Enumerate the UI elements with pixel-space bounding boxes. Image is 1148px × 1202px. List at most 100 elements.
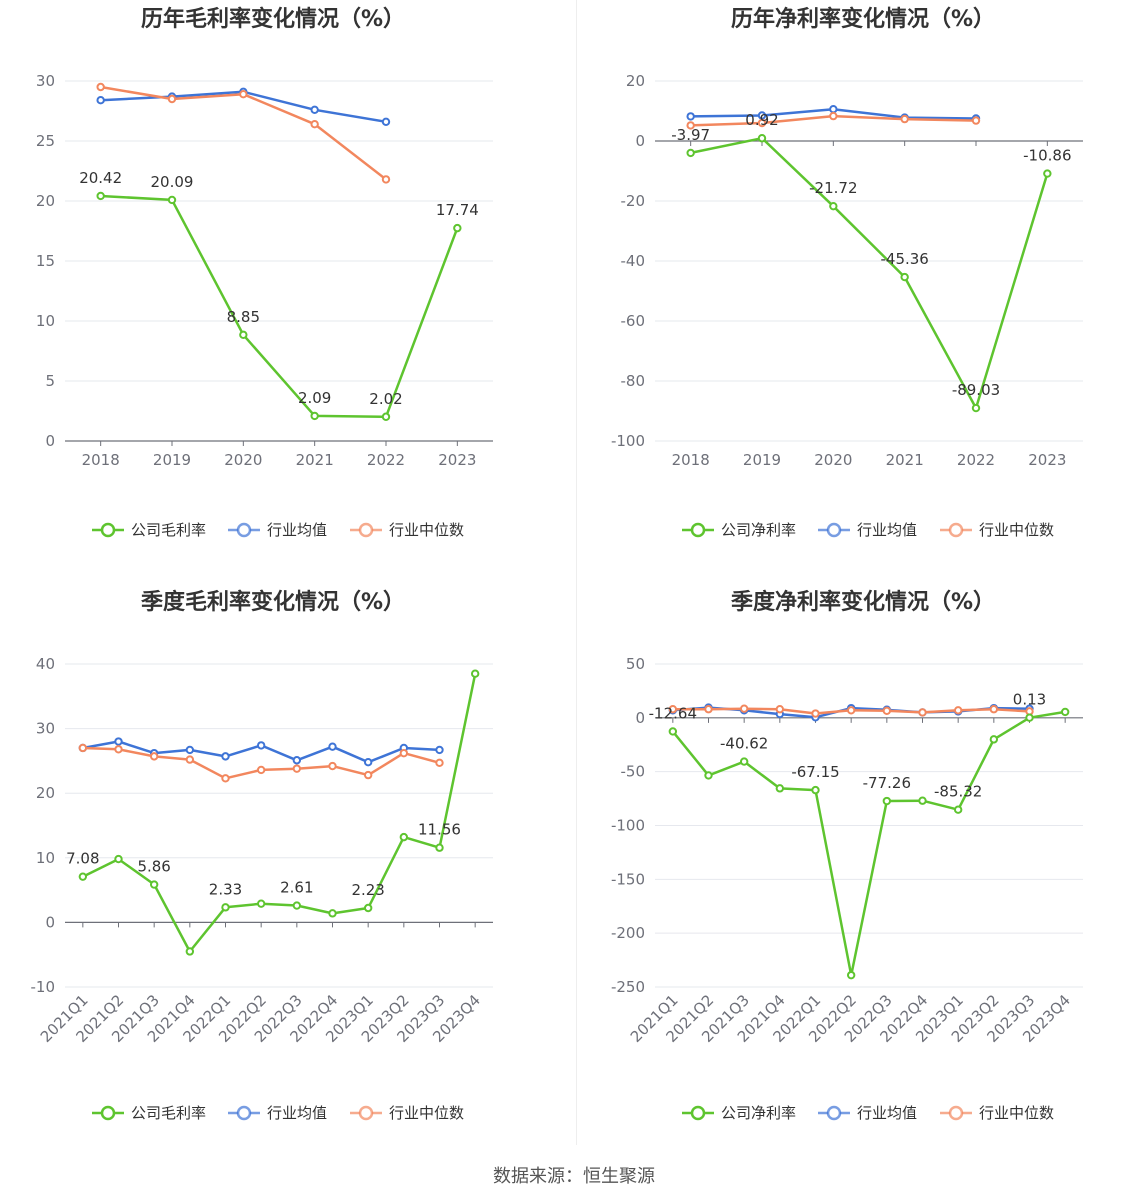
data-point-average[interactable]: [292, 756, 302, 765]
data-point-average[interactable]: [435, 745, 444, 755]
data-point-median[interactable]: [989, 705, 999, 714]
data-point-median[interactable]: [114, 745, 123, 754]
legend-item-average[interactable]: 行业均值: [228, 1104, 327, 1122]
data-point-median[interactable]: [239, 90, 248, 99]
data-point-median[interactable]: [739, 704, 749, 713]
y-tick-label: 0: [635, 132, 645, 150]
legend-item-median[interactable]: 行业中位数: [350, 1104, 464, 1122]
data-point-median[interactable]: [435, 758, 444, 768]
data-point-company[interactable]: [292, 901, 302, 910]
data-point-average[interactable]: [114, 737, 123, 746]
legend-item-average[interactable]: 行业均值: [818, 1104, 917, 1122]
data-point-median[interactable]: [918, 708, 927, 717]
legend-label: 行业中位数: [979, 521, 1054, 539]
data-point-median[interactable]: [846, 706, 856, 715]
x-tick-label: 2022: [367, 451, 405, 469]
data-point-median[interactable]: [953, 706, 963, 715]
data-point-median[interactable]: [882, 706, 892, 716]
data-point-median[interactable]: [310, 120, 319, 129]
data-point-company[interactable]: [775, 784, 785, 793]
data-point-company[interactable]: [221, 903, 230, 912]
data-point-average[interactable]: [328, 742, 337, 751]
data-point-company[interactable]: [739, 757, 749, 766]
data-point-average[interactable]: [757, 111, 767, 120]
data-point-median[interactable]: [900, 114, 909, 124]
data-point-company[interactable]: [829, 201, 838, 211]
data-point-median[interactable]: [399, 748, 409, 758]
data-label: 0.13: [1013, 691, 1046, 709]
data-point-company[interactable]: [1060, 707, 1070, 717]
data-point-median[interactable]: [292, 764, 302, 773]
data-point-company[interactable]: [328, 909, 337, 918]
data-point-average[interactable]: [96, 96, 105, 105]
data-point-median[interactable]: [96, 82, 105, 92]
legend-item-median[interactable]: 行业中位数: [940, 521, 1054, 539]
data-point-company[interactable]: [149, 880, 159, 889]
data-point-company[interactable]: [114, 854, 123, 864]
legend-marker: [100, 522, 116, 538]
data-point-company[interactable]: [167, 195, 177, 205]
data-point-median[interactable]: [185, 755, 195, 764]
data-point-average[interactable]: [185, 745, 195, 755]
data-point-median[interactable]: [221, 774, 230, 783]
data-point-company[interactable]: [971, 403, 981, 413]
data-point-company[interactable]: [918, 796, 927, 805]
data-point-company[interactable]: [470, 669, 480, 678]
legend-item-average[interactable]: 行业均值: [818, 521, 917, 539]
data-point-company[interactable]: [704, 771, 713, 780]
legend-label: 行业中位数: [389, 1104, 464, 1122]
data-point-company[interactable]: [989, 735, 999, 744]
legend-item-median[interactable]: 行业中位数: [350, 521, 464, 539]
data-point-median[interactable]: [704, 705, 713, 714]
data-point-company[interactable]: [846, 970, 856, 980]
data-point-average[interactable]: [381, 117, 391, 127]
data-point-company[interactable]: [78, 872, 88, 881]
data-point-median[interactable]: [811, 709, 820, 718]
data-point-company[interactable]: [686, 148, 695, 158]
data-point-median[interactable]: [78, 743, 88, 753]
legend-item-company[interactable]: 公司毛利率: [92, 1104, 206, 1122]
data-point-median[interactable]: [363, 770, 373, 780]
data-point-company[interactable]: [953, 805, 963, 814]
data-point-average[interactable]: [310, 105, 319, 115]
data-point-average[interactable]: [221, 752, 230, 761]
data-point-company[interactable]: [882, 796, 892, 806]
data-point-company[interactable]: [239, 330, 248, 339]
data-point-company[interactable]: [96, 191, 105, 201]
data-point-median[interactable]: [149, 752, 159, 761]
data-point-median[interactable]: [757, 118, 767, 128]
data-point-median[interactable]: [686, 121, 695, 130]
legend-item-median[interactable]: 行业中位数: [940, 1104, 1054, 1122]
data-point-average[interactable]: [686, 112, 695, 121]
data-point-company[interactable]: [453, 223, 462, 233]
data-point-median[interactable]: [256, 765, 266, 775]
legend-item-company[interactable]: 公司净利率: [682, 1104, 796, 1122]
data-point-median[interactable]: [328, 761, 337, 771]
data-point-company[interactable]: [1025, 713, 1034, 722]
data-point-company[interactable]: [185, 947, 195, 956]
data-point-company[interactable]: [363, 903, 373, 913]
data-point-average[interactable]: [829, 105, 838, 114]
data-point-company[interactable]: [668, 727, 678, 736]
data-point-average[interactable]: [363, 757, 373, 767]
data-point-company[interactable]: [310, 411, 319, 421]
data-point-company[interactable]: [256, 899, 266, 908]
data-point-company[interactable]: [381, 412, 391, 421]
legend-item-company[interactable]: 公司毛利率: [92, 521, 206, 539]
data-point-median[interactable]: [971, 116, 981, 125]
data-point-company[interactable]: [900, 272, 909, 282]
data-point-median[interactable]: [381, 175, 391, 184]
legend-item-average[interactable]: 行业均值: [228, 521, 327, 539]
data-point-median[interactable]: [829, 111, 838, 121]
data-point-company[interactable]: [435, 843, 444, 852]
data-point-average[interactable]: [256, 741, 266, 750]
data-point-median[interactable]: [775, 705, 785, 714]
y-tick-label: 15: [36, 252, 55, 270]
data-point-company[interactable]: [1043, 169, 1052, 178]
data-point-median[interactable]: [167, 94, 177, 104]
data-point-median[interactable]: [668, 705, 678, 714]
legend-item-company[interactable]: 公司净利率: [682, 521, 796, 539]
data-point-company[interactable]: [811, 785, 820, 795]
data-point-company[interactable]: [757, 134, 767, 143]
data-point-company[interactable]: [399, 832, 409, 842]
